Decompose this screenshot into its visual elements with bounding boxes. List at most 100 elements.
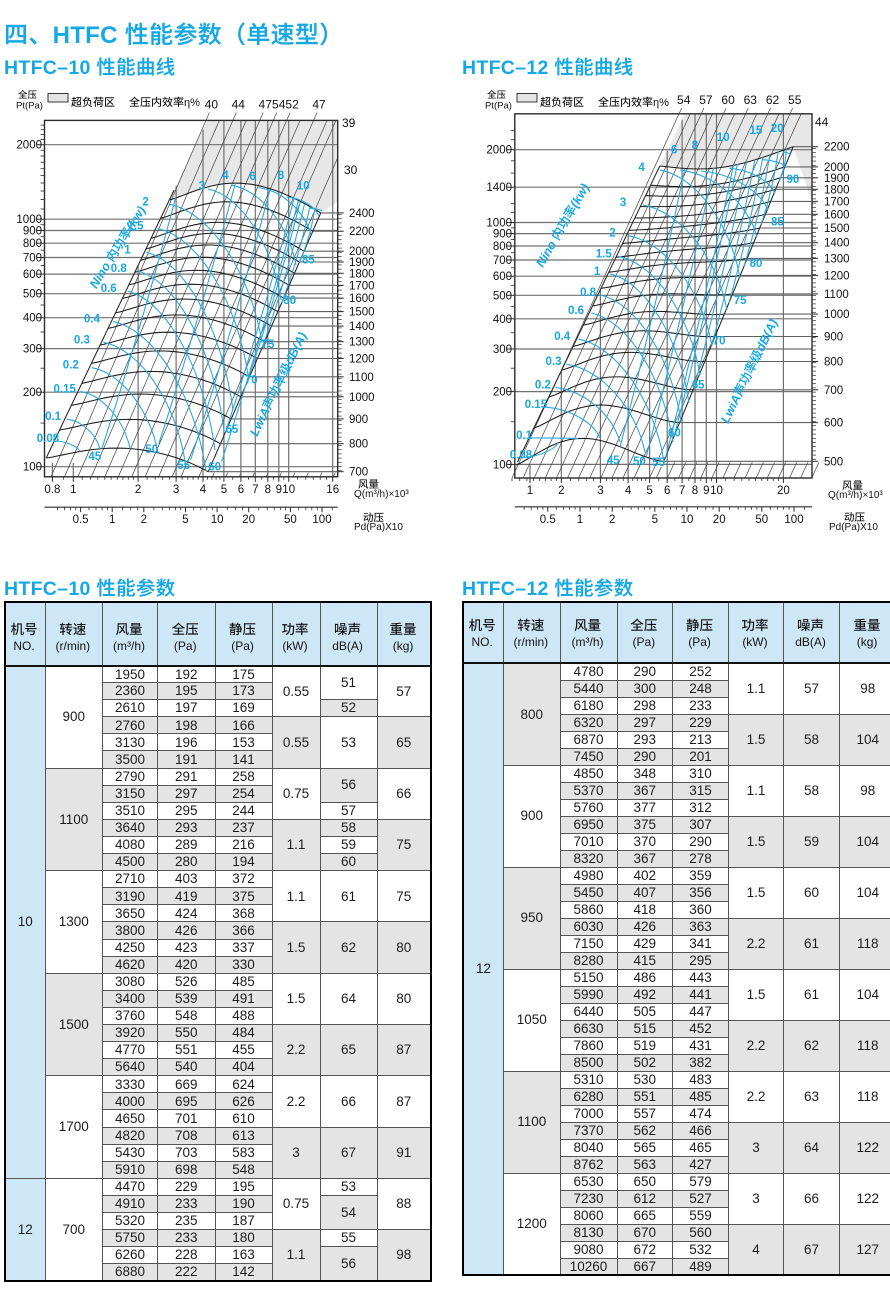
svg-text:1900: 1900 [349, 257, 375, 269]
svg-text:1000: 1000 [16, 214, 42, 226]
svg-text:60: 60 [208, 462, 221, 474]
svg-text:2: 2 [141, 514, 147, 526]
svg-text:10: 10 [282, 484, 295, 496]
svg-text:1600: 1600 [824, 209, 850, 221]
svg-text:2400: 2400 [349, 208, 375, 220]
svg-text:0.1: 0.1 [45, 411, 62, 423]
svg-text:2: 2 [135, 484, 141, 496]
svg-text:10: 10 [681, 514, 694, 526]
svg-text:9: 9 [703, 485, 709, 497]
svg-text:0.1: 0.1 [516, 430, 533, 442]
svg-text:1400: 1400 [824, 238, 850, 250]
svg-text:LwiA: LwiA [247, 405, 273, 438]
svg-text:0.4: 0.4 [84, 314, 101, 326]
svg-text:3: 3 [597, 485, 603, 497]
svg-text:800: 800 [493, 241, 512, 253]
svg-text:Nino: Nino [533, 238, 559, 269]
svg-text:8: 8 [278, 170, 285, 182]
svg-text:0.15: 0.15 [525, 399, 548, 411]
svg-text:10: 10 [710, 485, 723, 497]
svg-text:100: 100 [784, 514, 803, 526]
svg-text:LwiA: LwiA [718, 392, 744, 425]
svg-text:2: 2 [609, 514, 615, 526]
svg-text:0.5: 0.5 [73, 514, 89, 526]
svg-text:62: 62 [766, 93, 780, 107]
svg-text:Pd(Pa)X10: Pd(Pa)X10 [354, 522, 403, 533]
svg-text:1400: 1400 [486, 182, 512, 194]
svg-text:900: 900 [23, 226, 42, 238]
svg-text:200: 200 [23, 387, 42, 399]
svg-text:55: 55 [652, 457, 665, 469]
svg-text:900: 900 [824, 332, 843, 344]
svg-text:Pt(Pa): Pt(Pa) [485, 101, 512, 112]
svg-text:55: 55 [788, 93, 802, 107]
svg-text:800: 800 [824, 357, 843, 369]
svg-text:1700: 1700 [824, 196, 850, 208]
svg-text:80: 80 [750, 258, 763, 270]
svg-text:300: 300 [493, 344, 512, 356]
svg-text:16: 16 [326, 484, 339, 496]
svg-text:η%: η% [653, 97, 669, 109]
svg-text:2000: 2000 [486, 145, 512, 157]
svg-text:20: 20 [242, 514, 255, 526]
svg-text:10: 10 [717, 132, 730, 144]
svg-text:65: 65 [692, 379, 705, 391]
svg-text:0.08: 0.08 [37, 433, 60, 445]
svg-text:600: 600 [23, 269, 42, 281]
svg-text:700: 700 [824, 385, 843, 397]
svg-text:0.4: 0.4 [554, 331, 571, 343]
svg-text:2200: 2200 [349, 226, 375, 238]
svg-text:HTFC–12: HTFC–12 [462, 578, 549, 600]
svg-text:1: 1 [577, 514, 583, 526]
svg-text:300: 300 [23, 344, 42, 356]
svg-text:5: 5 [221, 484, 227, 496]
svg-text:1: 1 [527, 485, 533, 497]
svg-text:60: 60 [721, 93, 735, 107]
svg-text:0.2: 0.2 [535, 379, 551, 391]
svg-text:500: 500 [493, 290, 512, 302]
svg-text:6: 6 [664, 485, 670, 497]
svg-text:0.5: 0.5 [540, 514, 556, 526]
svg-text:6: 6 [249, 171, 255, 183]
svg-text:60: 60 [668, 428, 681, 440]
svg-text:44: 44 [815, 115, 829, 129]
svg-text:700: 700 [349, 467, 368, 479]
svg-text:2000: 2000 [16, 140, 42, 152]
svg-text:70: 70 [713, 336, 726, 348]
svg-text:55: 55 [177, 460, 190, 472]
svg-text:Q(m³/h)×10³: Q(m³/h)×10³ [828, 490, 883, 501]
svg-text:1: 1 [109, 514, 115, 526]
svg-text:1000: 1000 [824, 309, 850, 321]
svg-text:Pt(Pa): Pt(Pa) [16, 101, 43, 112]
svg-text:2: 2 [609, 228, 615, 240]
svg-text:1: 1 [124, 244, 131, 256]
svg-text:20: 20 [777, 485, 790, 497]
svg-text:54: 54 [272, 98, 286, 112]
svg-text:75: 75 [262, 339, 275, 351]
svg-text:6: 6 [238, 484, 244, 496]
svg-text:3: 3 [620, 197, 626, 209]
svg-text:50: 50 [284, 514, 297, 526]
svg-text:1000: 1000 [486, 218, 512, 230]
svg-text:20: 20 [771, 123, 784, 135]
svg-text:0.2: 0.2 [63, 360, 79, 372]
svg-text:85: 85 [771, 217, 784, 229]
svg-text:1100: 1100 [349, 372, 374, 384]
svg-text:47: 47 [312, 98, 326, 112]
svg-text:5: 5 [646, 485, 652, 497]
svg-text:1500: 1500 [824, 223, 850, 235]
svg-text:100: 100 [23, 462, 42, 474]
svg-text:5: 5 [182, 514, 188, 526]
svg-text:1400: 1400 [349, 321, 375, 333]
svg-text:30: 30 [344, 163, 358, 177]
svg-text:50: 50 [145, 444, 158, 456]
svg-text:1.5: 1.5 [128, 221, 145, 233]
svg-text:Q(m³/h)×10³: Q(m³/h)×10³ [354, 489, 409, 500]
svg-text:Pd(Pa)X10: Pd(Pa)X10 [829, 522, 878, 533]
svg-text:1: 1 [594, 266, 601, 278]
svg-text:54: 54 [677, 93, 691, 107]
svg-text:1.5: 1.5 [596, 248, 613, 260]
svg-text:7: 7 [679, 485, 685, 497]
svg-text:4: 4 [625, 485, 632, 497]
svg-text:Nino: Nino [87, 260, 114, 291]
